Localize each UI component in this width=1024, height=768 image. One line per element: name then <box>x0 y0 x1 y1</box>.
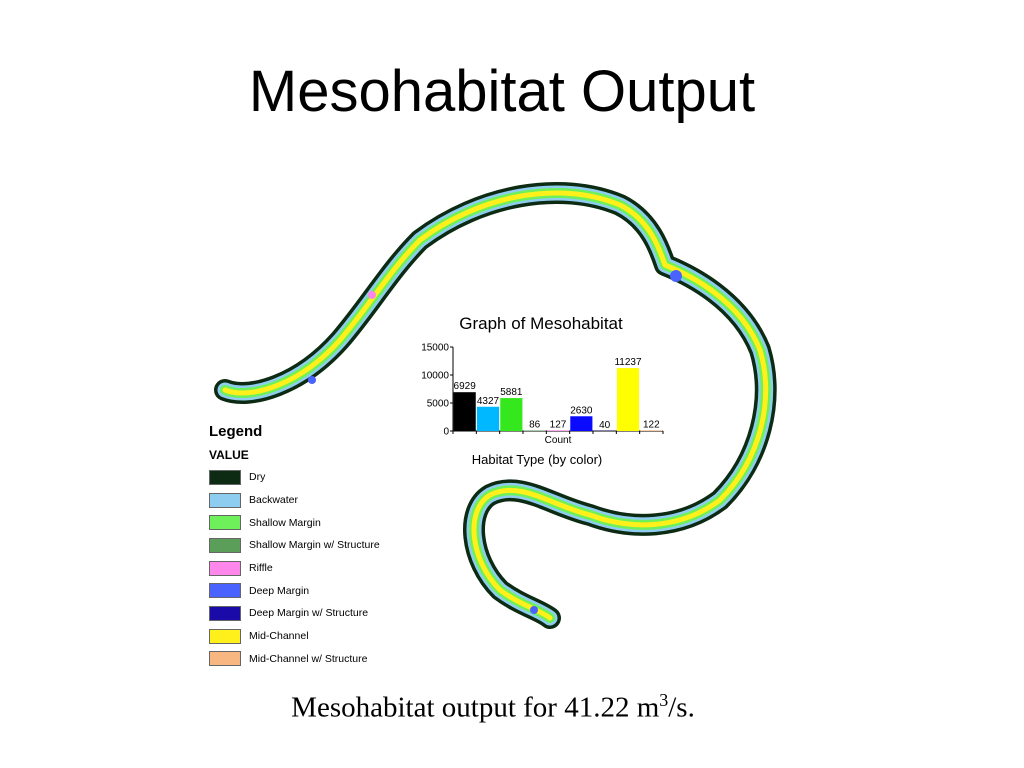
legend-swatch <box>209 469 241 485</box>
y-axis-title: Count <box>545 435 572 446</box>
y-tick-label: 5000 <box>427 399 450 410</box>
bar <box>476 406 500 431</box>
caption-superscript: 3 <box>659 690 669 710</box>
x-axis-title: Habitat Type (by color) <box>472 452 603 467</box>
legend-label: Riffle <box>249 562 273 575</box>
bar <box>616 368 640 431</box>
river-deep-margin-patch <box>670 270 682 282</box>
legend-label: Deep Margin <box>249 584 310 597</box>
legend-swatch <box>209 583 241 599</box>
bar-value-label: 6929 <box>454 381 477 392</box>
y-tick-label: 0 <box>443 427 449 438</box>
legend-item: Deep Margin <box>209 579 409 602</box>
chart-bars <box>453 368 663 431</box>
legend-item: Shallow Margin <box>209 511 409 534</box>
y-tick-label: 10000 <box>421 371 449 382</box>
legend-label: Mid-Channel <box>249 630 309 643</box>
legend-label: Mid-Channel w/ Structure <box>249 652 368 665</box>
river-deep-margin-patch <box>308 376 316 384</box>
slide-title: Mesohabitat Output <box>248 59 756 124</box>
y-tick-label: 15000 <box>421 343 449 354</box>
legend-item: Dry <box>209 466 409 489</box>
legend-swatch <box>209 537 241 553</box>
legend-swatch <box>209 651 241 667</box>
legend-label: Dry <box>249 471 266 484</box>
legend-label: Shallow Margin w/ Structure <box>249 539 380 552</box>
bar-value-label: 127 <box>550 419 567 430</box>
river-riffle-patch <box>368 291 376 299</box>
bar <box>640 430 663 431</box>
bar-value-label: 86 <box>529 420 541 431</box>
bar <box>546 430 570 431</box>
legend-item: Shallow Margin w/ Structure <box>209 534 409 557</box>
legend-subtitle: VALUE <box>209 448 249 462</box>
legend-item: Mid-Channel <box>209 625 409 648</box>
river-habitat-map <box>214 181 777 629</box>
legend-swatch <box>209 515 241 531</box>
legend-title: Legend <box>209 423 263 440</box>
legend-label: Backwater <box>249 494 299 507</box>
river-channel <box>214 181 777 629</box>
legend-item: Backwater <box>209 489 409 512</box>
legend-items: Dry Backwater Shallow Margin Shallow Margin… <box>209 466 409 670</box>
bar-value-label: 122 <box>643 419 660 430</box>
river-deep-margin-patch <box>530 606 538 614</box>
bar <box>500 398 523 431</box>
legend-item: Mid-Channel w/ Structure <box>209 648 409 671</box>
bar-value-label: 2630 <box>570 405 593 416</box>
legend-swatch <box>209 560 241 576</box>
legend: Legend VALUE Dry Backwater Shallow Margin S… <box>209 420 409 670</box>
legend-swatch <box>209 492 241 508</box>
caption-text: Mesohabitat output for 41.22 m <box>291 691 660 724</box>
bar-value-label: 4327 <box>477 396 500 407</box>
legend-label: Deep Margin w/ Structure <box>249 607 369 620</box>
bar-value-label: 40 <box>599 420 611 431</box>
bar <box>570 416 593 431</box>
legend-swatch <box>209 628 241 644</box>
bar-value-label: 5881 <box>500 387 523 398</box>
caption-suffix: /s. <box>668 691 695 724</box>
river-mid-channel <box>222 190 769 621</box>
bar-value-label: 11237 <box>614 357 642 368</box>
slide-caption: Mesohabitat output for 41.22 m3/s. <box>0 690 986 725</box>
chart-title: Graph of Mesohabitat <box>459 314 623 333</box>
legend-item: Riffle <box>209 557 409 580</box>
legend-label: Shallow Margin <box>249 516 321 529</box>
legend-item: Deep Margin w/ Structure <box>209 602 409 625</box>
legend-swatch <box>209 605 241 621</box>
bar <box>453 392 476 431</box>
